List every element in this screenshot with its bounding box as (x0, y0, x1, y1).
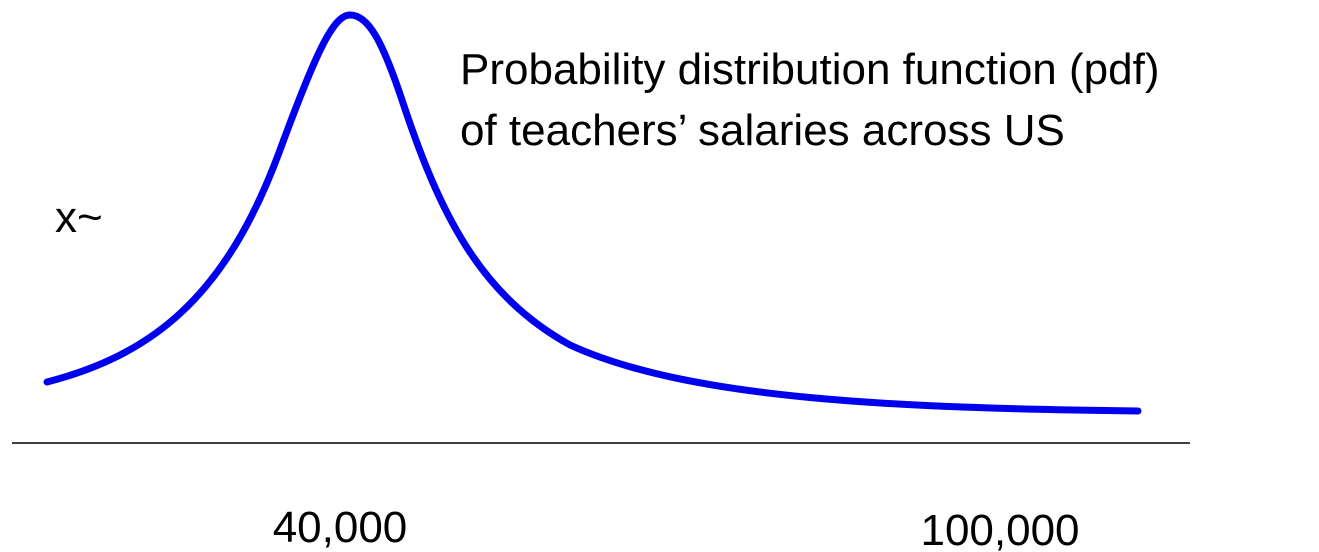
annotation-line: of teachers’ salaries across US (460, 106, 1065, 155)
annotation-line: Probability distribution function (pdf) (460, 45, 1159, 94)
pdf-curve (43, 11, 1142, 415)
variable-label: x~ (55, 193, 103, 242)
axis-label: 100,000 (920, 506, 1079, 552)
axis-label: 40,000 (273, 503, 408, 552)
